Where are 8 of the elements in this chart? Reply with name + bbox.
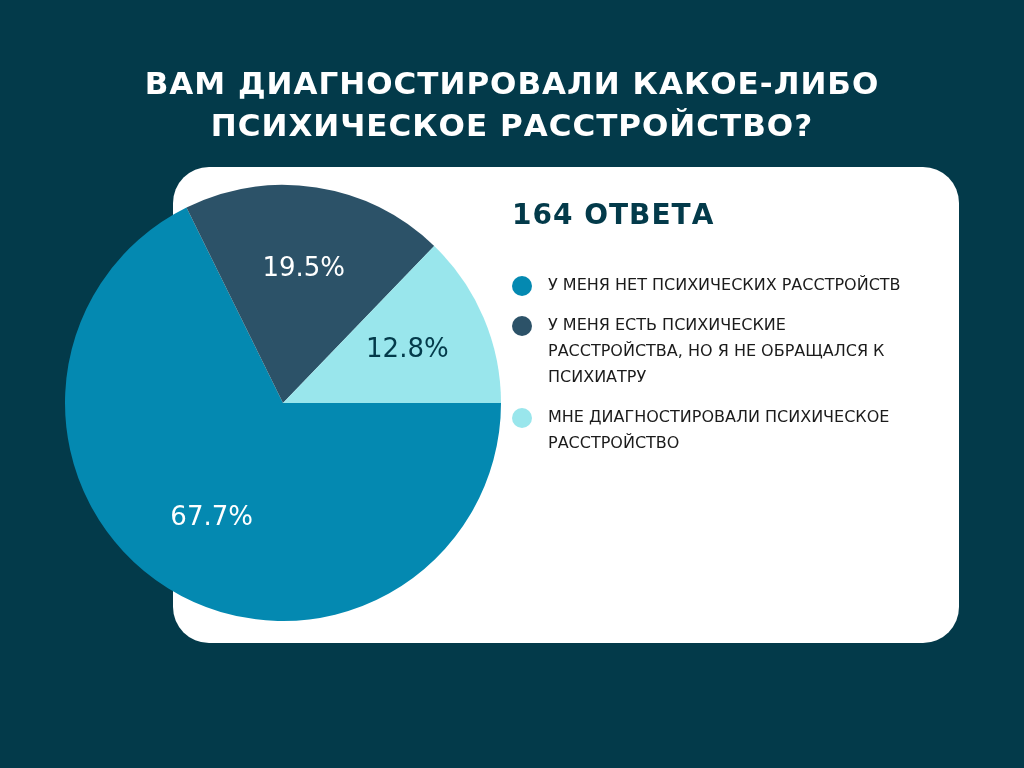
chart-title: ВАМ ДИАГНОСТИРОВАЛИ КАКОЕ-ЛИБО ПСИХИЧЕСКОЕ РАССТРОЙСТВО? [143, 64, 881, 145]
legend-label: У МЕНЯ НЕТ ПСИХИЧЕСКИХ РАССТРОЙСТВ [548, 274, 902, 296]
data-label: 19.5% [262, 252, 346, 283]
legend-label: У МЕНЯ ЕСТЬ ПСИХИЧЕСКИЕ РАССТРОЙСТВА, НО Я НЕ ОБРАЩАЛСЯ К ПСИХИАТРУ [548, 314, 886, 388]
legend-label: МНЕ ДИАГНОСТИРОВАЛИ ПСИХИЧЕСКОЕ РАССТРОЙСТВО [548, 406, 891, 454]
text: 164 ОТВЕТА [512, 198, 715, 231]
data-label: 67.7% [170, 500, 253, 531]
data-label: 12.8% [366, 332, 449, 363]
